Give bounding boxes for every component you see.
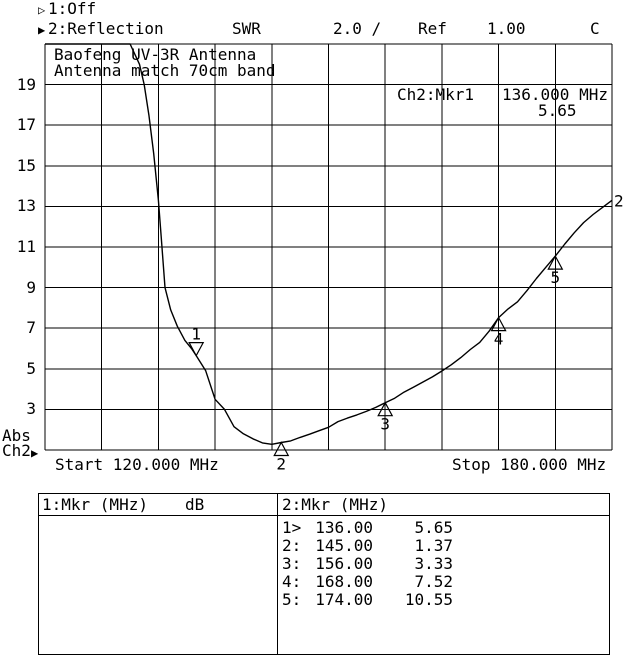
ref-value: 1.00 <box>487 19 526 38</box>
channel1-arrow-icon: ▷ <box>38 3 46 17</box>
plot-title-line2: Antenna match 70cm band <box>54 61 276 80</box>
marker-number-cell: 2: <box>282 536 302 555</box>
marker-readout-value: 5.65 <box>538 101 577 120</box>
marker-1-number: 1 <box>191 325 201 344</box>
marker-1-icon <box>188 342 205 357</box>
scale-per-div: 2.0 / <box>333 19 382 38</box>
marker-table-row: 4: 168.00 7.52 <box>282 573 453 591</box>
ref-position-icon: ▶ <box>31 446 39 460</box>
y-tick-label: 13 <box>16 196 36 215</box>
marker-2-icon <box>273 441 290 457</box>
marker-number-cell: 3: <box>282 554 302 573</box>
marker-freq-cell: 136.00 <box>315 518 373 537</box>
marker-value-cell: 3.33 <box>414 554 453 573</box>
marker-number-cell: 1> <box>282 518 302 537</box>
table-ch1-header: 1:Mkr (MHz) <box>42 495 148 514</box>
abs-label: Abs <box>2 426 31 445</box>
marker-value-cell: 5.65 <box>414 518 453 537</box>
marker-5-number: 5 <box>550 268 560 287</box>
marker-4-number: 4 <box>494 330 504 349</box>
marker-table-row: 5: 174.00 10.55 <box>282 591 453 609</box>
plot-title-line1: Baofeng UV-3R Antenna <box>54 45 257 64</box>
marker-freq-cell: 174.00 <box>315 590 373 609</box>
y-tick-label: 19 <box>16 75 36 94</box>
marker-table-frame <box>38 493 610 655</box>
marker-3-icon <box>377 401 394 417</box>
marker-table-rows: 1> 136.00 5.65 2: 145.00 1.37 3: 156.00 3.33 4: 16… <box>282 519 453 609</box>
channel1-status: 1:Off <box>48 0 97 18</box>
cal-indicator: C <box>590 19 600 38</box>
marker-readout-label: Ch2:Mkr1 <box>397 85 475 104</box>
marker-freq-cell: 145.00 <box>315 536 373 555</box>
marker-table-row: 2: 145.00 1.37 <box>282 537 453 555</box>
marker-table-divider <box>277 493 278 655</box>
y-tick-label: 11 <box>16 237 36 256</box>
marker-3-number: 3 <box>380 415 390 434</box>
stop-frequency: Stop 180.000 MHz <box>452 455 607 474</box>
marker-number-cell: 4: <box>282 572 302 591</box>
marker-table-header-rule <box>38 515 610 516</box>
marker-2-number: 2 <box>276 454 286 473</box>
marker-table-row: 3: 156.00 3.33 <box>282 555 453 573</box>
marker-number-cell: 5: <box>282 590 302 609</box>
marker-table-row: 1> 136.00 5.65 <box>282 519 453 537</box>
y-tick-label: 5 <box>26 359 36 378</box>
marker-value-cell: 1.37 <box>414 536 453 555</box>
format-label: SWR <box>232 19 261 38</box>
channel2-arrow-icon: ▶ <box>38 23 46 37</box>
table-ch2-header: 2:Mkr (MHz) <box>282 495 388 514</box>
y-tick-label: 9 <box>26 278 36 297</box>
plot-grid <box>44 43 613 451</box>
marker-readout-freq: 136.000 MHz <box>502 85 608 104</box>
channel2-status: 2:Reflection <box>48 19 164 38</box>
ref-label: Ref <box>418 19 447 38</box>
marker-4-icon <box>490 316 507 332</box>
marker-5-icon <box>547 254 564 270</box>
marker-freq-cell: 156.00 <box>315 554 373 573</box>
marker-value-cell: 7.52 <box>414 572 453 591</box>
y-tick-label: 15 <box>16 156 36 175</box>
swr-trace <box>45 43 613 445</box>
y-tick-label: 3 <box>26 399 36 418</box>
start-frequency: Start 120.000 MHz <box>55 455 219 474</box>
table-ch1-header-unit: dB <box>185 495 205 514</box>
marker-value-cell: 10.55 <box>404 590 453 609</box>
y-tick-label: 17 <box>16 115 36 134</box>
y-tick-label: 7 <box>26 318 36 337</box>
trace-number-label: 2 <box>614 191 624 210</box>
marker-freq-cell: 168.00 <box>315 572 373 591</box>
ch2-label: Ch2 <box>2 441 31 460</box>
